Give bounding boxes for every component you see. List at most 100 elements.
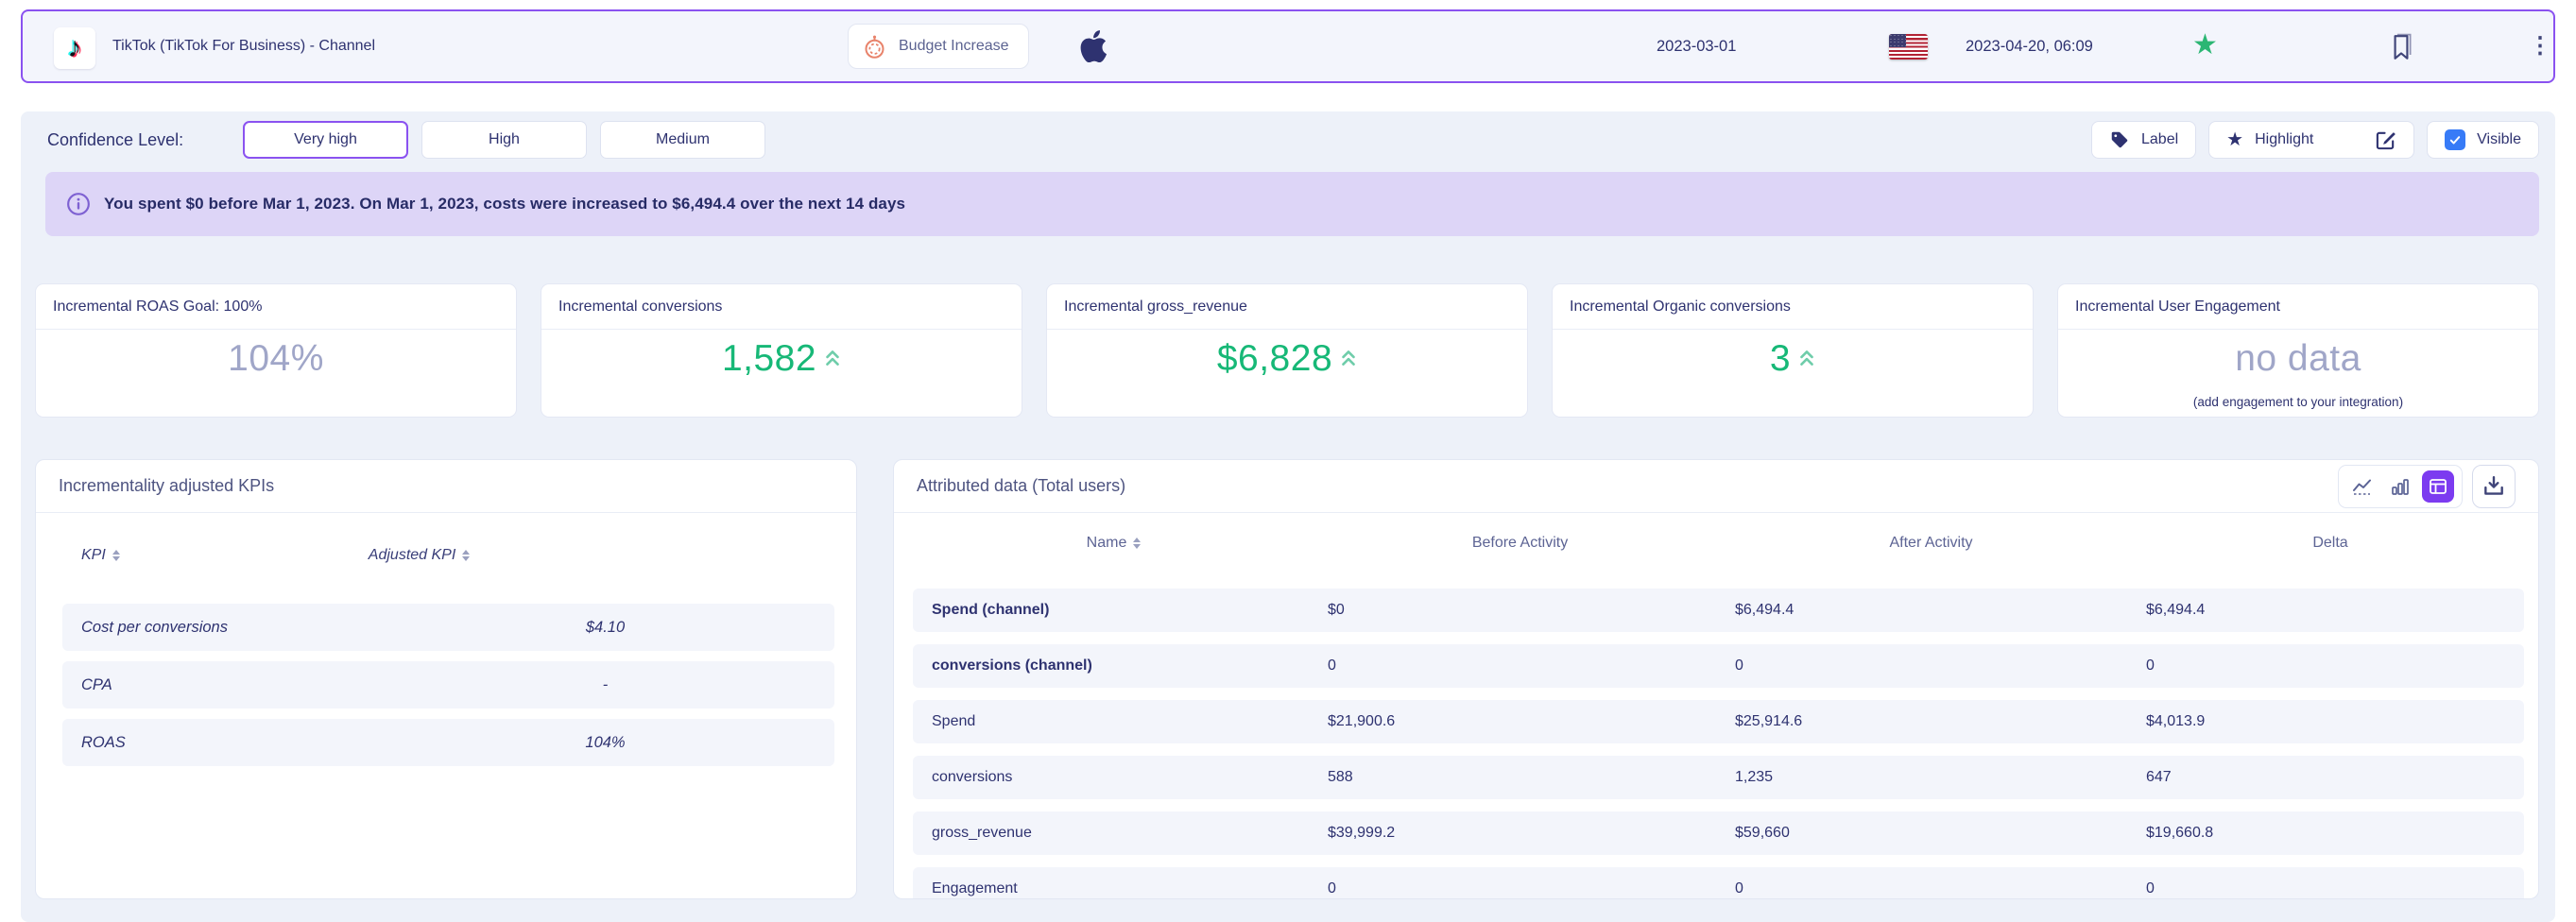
info-icon [67,193,90,215]
table-row: CPA - [62,661,834,709]
banner-text: You spent $0 before Mar 1, 2023. On Mar … [104,195,906,213]
report-datetime: 2023-04-20, 06:09 [1966,38,2093,55]
kpi-card-title: Incremental ROAS Goal: 100% [36,284,516,330]
kpi-card-value: no data [2235,338,2361,379]
download-button[interactable] [2472,464,2516,508]
column-header-kpi[interactable]: KPI [81,547,106,563]
before-value: $39,999.2 [1328,825,1396,841]
delta-value: 0 [2146,880,2155,896]
adjusted-kpis-table-header: KPI Adjusted KPI [62,541,834,570]
table-row: Spend $21,900.6 $25,914.6 $4,013.9 [913,700,2524,743]
tag-icon [2111,131,2128,148]
adjusted-kpis-rows: Cost per conversions $4.10 CPA - ROAS 10… [62,604,834,777]
double-chevron-up-icon [1342,350,1355,366]
delta-value: 0 [2146,657,2155,674]
adjusted-kpis-panel: Incrementality adjusted KPIs KPI Adjuste… [35,459,857,899]
table-view-button[interactable] [2422,470,2454,503]
kpi-card-value: 1,582 [721,338,817,379]
tiktok-note-icon: ♪ [67,32,82,63]
kpi-value: - [602,675,609,693]
kpi-name: ROAS [81,733,126,751]
table-row: Engagement 0 0 0 [913,867,2524,898]
kpi-card-incremental-organic-conversions: Incremental Organic conversions 3 [1552,283,2034,418]
tiktok-logo: ♪ [54,27,95,69]
confidence-high-button[interactable]: High [421,121,587,159]
table-row: conversions (channel) 0 0 0 [913,644,2524,688]
metric-name: Spend (channel) [932,602,1050,618]
visible-label: Visible [2477,131,2521,147]
favorite-star-icon[interactable]: ★ [2192,29,2218,60]
sort-icon[interactable] [462,550,471,561]
download-icon [2484,475,2503,495]
label-button-text: Label [2141,131,2179,147]
before-value: 0 [1328,657,1336,674]
bookmark-icon[interactable] [2389,33,2413,66]
attributed-data-title: Attributed data (Total users) [917,476,1126,495]
view-controls: Label ★ Highlight Visible [2091,121,2539,159]
kpi-name: CPA [81,675,112,693]
double-chevron-up-icon [1800,350,1813,366]
kpi-card-roas-goal: Incremental ROAS Goal: 100% 104% [35,283,517,418]
delta-value: $6,494.4 [2146,602,2206,618]
edit-icon[interactable] [2375,129,2396,151]
kpi-value: $4.10 [585,618,626,636]
kpi-card-incremental-gross-revenue: Incremental gross_revenue $6,828 [1046,283,1528,418]
column-header-name[interactable]: Name [1086,535,1127,551]
before-value: $21,900.6 [1328,713,1396,729]
metric-name: conversions [932,769,1013,785]
confidence-button-group: Very high High Medium [243,121,765,159]
apple-logo-icon [1073,26,1115,72]
after-value: $6,494.4 [1735,602,1795,618]
activity-info-banner: You spent $0 before Mar 1, 2023. On Mar … [45,172,2539,236]
highlight-button[interactable]: ★ Highlight [2208,121,2415,159]
confidence-very-high-button[interactable]: Very high [243,121,408,159]
after-value: 0 [1735,657,1743,674]
chart-type-switcher [2338,464,2463,508]
kpi-name: Cost per conversions [81,618,228,636]
before-value: 0 [1328,880,1336,896]
delta-value: $19,660.8 [2146,825,2214,841]
sort-icon[interactable] [1133,538,1142,549]
attributed-table-rows: Spend (channel) $0 $6,494.4 $6,494.4 con… [913,589,2524,898]
column-header-before-activity: Before Activity [1471,535,1569,551]
column-header-after-activity: After Activity [1889,535,1973,551]
column-header-adjusted-kpi[interactable]: Adjusted KPI [368,547,456,563]
table-row: ROAS 104% [62,719,834,766]
report-body: Confidence Level: Very high High Medium … [21,111,2555,922]
kpi-card-title: Incremental User Engagement [2058,284,2538,330]
adjusted-kpis-title: Incrementality adjusted KPIs [59,476,275,495]
label-button[interactable]: Label [2091,121,2197,159]
more-options-menu[interactable]: ⋮ [2529,33,2551,59]
visible-checkbox[interactable] [2445,129,2466,150]
delta-value: 647 [2146,769,2172,785]
double-chevron-up-icon [826,350,839,366]
kpi-card-title: Incremental conversions [541,284,1022,330]
budget-coin-icon [865,35,884,59]
after-value: $59,660 [1735,825,1790,841]
kpi-card-row: Incremental ROAS Goal: 100% 104% Increme… [35,283,2539,418]
highlight-button-text: Highlight [2255,131,2314,147]
table-row: gross_revenue $39,999.2 $59,660 $19,660.… [913,811,2524,855]
confidence-level-label: Confidence Level: [47,130,184,149]
confidence-medium-button[interactable]: Medium [600,121,765,159]
metric-name: Spend [932,713,976,729]
after-value: 1,235 [1735,769,1774,785]
kpi-card-title: Incremental Organic conversions [1553,284,2033,330]
column-header-delta: Delta [2312,535,2348,551]
us-flag-icon [1889,34,1928,60]
kpi-card-value: $6,828 [1216,338,1333,379]
table-row: Cost per conversions $4.10 [62,604,834,651]
visible-toggle[interactable]: Visible [2427,121,2539,159]
sort-icon[interactable] [112,550,120,561]
attributed-table-header: Name Before Activity After Activity Delt… [913,526,2524,560]
activity-type-badge: Budget Increase [848,24,1029,69]
before-value: $0 [1328,602,1345,618]
attributed-data-panel: Attributed data (Total users) [893,459,2539,899]
kpi-card-incremental-conversions: Incremental conversions 1,582 [541,283,1022,418]
line-chart-view-button[interactable] [2346,470,2379,503]
kpi-card-subtext: (add engagement to your integration) [2192,395,2404,409]
kpi-card-user-engagement: Incremental User Engagement no data (add… [2057,283,2539,418]
bar-chart-view-button[interactable] [2384,470,2416,503]
after-value: $25,914.6 [1735,713,1803,729]
after-value: 0 [1735,880,1743,896]
